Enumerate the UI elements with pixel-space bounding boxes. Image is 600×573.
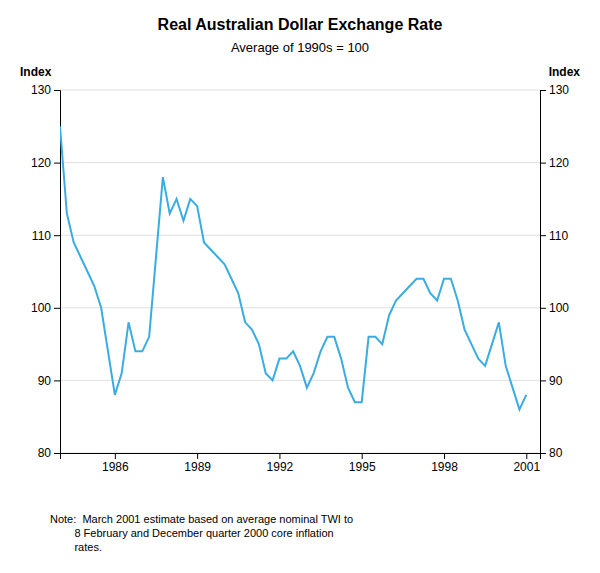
- tick: 1989: [184, 453, 211, 474]
- tick-mark: [279, 453, 280, 459]
- tick: 1998: [431, 453, 458, 474]
- tick-label: 130: [31, 83, 51, 97]
- note-line: rates.: [50, 541, 102, 553]
- tick-mark: [526, 453, 527, 459]
- tick-label: 1992: [267, 460, 294, 474]
- tick: 80: [38, 446, 60, 460]
- grid-line: [60, 162, 540, 163]
- note-line: Note: March 2001 estimate based on avera…: [50, 513, 353, 525]
- tick-label: 2001: [513, 460, 540, 474]
- tick: 1992: [267, 453, 294, 474]
- y-axis-label: Index: [20, 65, 52, 79]
- tick-label: 80: [549, 446, 563, 460]
- grid-line: [60, 90, 540, 91]
- axis-line: [541, 91, 547, 454]
- tick-label: 100: [549, 301, 569, 315]
- x-axis: 1986 1989 1992 1995 1998 2001: [61, 453, 541, 474]
- grid-line: [60, 307, 540, 308]
- tick: 100: [540, 301, 569, 315]
- tick-mark: [54, 380, 60, 381]
- tick-mark: [54, 308, 60, 309]
- tick-mark: [54, 235, 60, 236]
- tick-label: 120: [31, 156, 51, 170]
- tick: 130: [540, 83, 569, 97]
- tick-mark: [540, 453, 546, 454]
- tick-label: 1986: [102, 460, 129, 474]
- tick: 80: [540, 446, 563, 460]
- tick: 110: [540, 229, 568, 243]
- tick: 90: [540, 374, 563, 388]
- tick: 120: [31, 156, 60, 170]
- note: Note: March 2001 estimate based on avera…: [50, 513, 353, 553]
- line: [60, 126, 526, 409]
- plot: 1986 1989 1992 1995 1998 2001 80 90 100 110 120 130…: [20, 65, 580, 474]
- tick-mark: [115, 453, 116, 459]
- tick: 110: [32, 229, 60, 243]
- tick-mark: [540, 90, 546, 91]
- grid: [60, 90, 540, 453]
- y-axis: 80 90 100 110 120 130: [31, 83, 61, 460]
- tick-label: 80: [38, 446, 52, 460]
- tick: 130: [31, 83, 60, 97]
- tick-label: 100: [31, 301, 51, 315]
- tick-mark: [444, 453, 445, 459]
- chart: Real Australian Dollar Exchange Rate Aver…: [0, 0, 600, 573]
- tick-mark: [362, 453, 363, 459]
- tick-mark: [540, 308, 546, 309]
- tick-mark: [540, 163, 546, 164]
- grid-line: [60, 380, 540, 381]
- tick: 1986: [102, 453, 129, 474]
- tick-label: 130: [549, 83, 569, 97]
- tick-label: 110: [549, 229, 568, 243]
- series: [60, 126, 526, 409]
- title: Real Australian Dollar Exchange Rate: [158, 16, 443, 33]
- note-line: 8 February and December quarter 2000 cor…: [50, 527, 334, 539]
- tick-mark: [54, 163, 60, 164]
- tick-label: 90: [549, 374, 563, 388]
- tick-label: 90: [38, 374, 52, 388]
- subtitle: Average of 1990s = 100: [231, 40, 369, 55]
- grid-line: [60, 235, 540, 236]
- y2-axis-label: Index: [549, 65, 581, 79]
- tick: 90: [38, 374, 60, 388]
- tick-mark: [540, 235, 546, 236]
- tick-label: 1989: [184, 460, 211, 474]
- tick-label: 1998: [431, 460, 458, 474]
- y2-axis: 80 90 100 110 120 130: [540, 83, 569, 460]
- tick: 120: [540, 156, 569, 170]
- axis-line: [61, 454, 541, 460]
- tick-mark: [197, 453, 198, 459]
- tick: 100: [31, 301, 60, 315]
- tick-mark: [54, 453, 60, 454]
- tick-label: 110: [32, 229, 51, 243]
- tick-mark: [540, 380, 546, 381]
- tick-label: 120: [549, 156, 569, 170]
- axis-line: [54, 91, 61, 454]
- tick-label: 1995: [349, 460, 376, 474]
- tick: 1995: [349, 453, 376, 474]
- tick-mark: [54, 90, 60, 91]
- tick: 2001: [513, 453, 540, 474]
